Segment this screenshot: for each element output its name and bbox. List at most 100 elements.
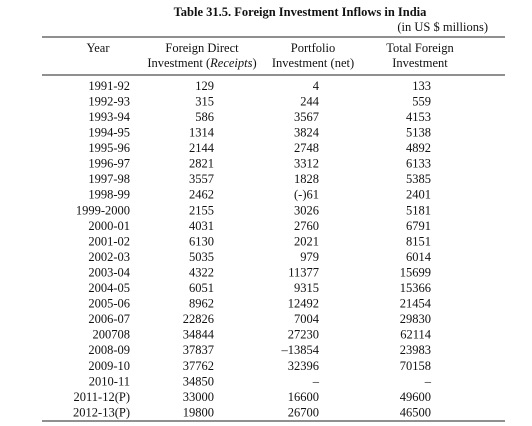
value-cell: 5385 [406, 172, 431, 186]
year-cell: 1999-2000 [76, 203, 130, 217]
column-header: Investment (net) [272, 56, 354, 70]
column-header: Total Foreign [386, 41, 454, 55]
header-part: Receipts [209, 56, 252, 70]
value-cell: 4031 [189, 219, 214, 233]
value-cell: 2760 [294, 219, 319, 233]
value-cell: 8151 [406, 234, 431, 248]
value-cell: 4322 [189, 265, 214, 279]
value-cell: 33000 [183, 390, 214, 404]
value-cell: 2144 [189, 141, 215, 155]
unit-note: (in US $ millions) [397, 20, 488, 34]
year-cell: 2002-03 [88, 250, 130, 264]
value-cell: 15366 [400, 281, 431, 295]
value-cell: 586 [195, 110, 214, 124]
value-cell: 6051 [189, 281, 214, 295]
value-cell: 3312 [294, 157, 319, 171]
value-cell: 49600 [400, 390, 431, 404]
value-cell: 7004 [294, 312, 320, 326]
year-cell: 1996-97 [88, 157, 130, 171]
value-cell: 315 [195, 94, 214, 108]
value-cell: 70158 [400, 359, 431, 373]
value-cell: 2821 [189, 157, 214, 171]
value-cell: 244 [300, 94, 320, 108]
year-cell: 2000-01 [88, 219, 130, 233]
value-cell: 32396 [288, 359, 319, 373]
value-cell: 3824 [294, 126, 320, 140]
header-part: Investment ( [147, 56, 210, 70]
value-cell: 8962 [189, 297, 214, 311]
value-cell: 133 [412, 79, 431, 93]
year-cell: 2006-07 [88, 312, 130, 326]
year-cell: 2009-10 [88, 359, 130, 373]
value-cell: 3557 [189, 172, 214, 186]
value-cell: 2401 [406, 188, 431, 202]
year-cell: 2010-11 [89, 374, 130, 388]
value-cell: 979 [300, 250, 319, 264]
value-cell: 2021 [294, 234, 319, 248]
column-header: Portfolio [291, 41, 335, 55]
value-cell: 2155 [189, 203, 214, 217]
value-cell: 15699 [400, 265, 431, 279]
year-cell: 1992-93 [88, 94, 130, 108]
value-cell: 46500 [400, 405, 431, 419]
value-cell: 6133 [406, 157, 431, 171]
year-cell: 2003-04 [88, 265, 130, 279]
value-cell: 27230 [288, 328, 319, 342]
value-cell: 26700 [288, 405, 319, 419]
value-cell: 129 [195, 79, 214, 93]
year-cell: 2005-06 [88, 297, 130, 311]
year-cell: 1998-99 [88, 188, 130, 202]
value-cell: 4153 [406, 110, 431, 124]
value-cell: 4 [313, 79, 320, 93]
year-cell: 2008-09 [88, 343, 130, 357]
value-cell: 22826 [183, 312, 214, 326]
year-cell: 1994-95 [88, 126, 130, 140]
value-cell: 4892 [406, 141, 431, 155]
value-cell: – [312, 374, 320, 388]
year-cell: 1993-94 [88, 110, 130, 124]
value-cell: 2462 [189, 188, 214, 202]
value-cell: 3567 [294, 110, 319, 124]
value-cell: 6791 [406, 219, 431, 233]
year-cell: 200708 [93, 328, 131, 342]
value-cell: 5181 [406, 203, 431, 217]
value-cell: 559 [412, 94, 431, 108]
year-cell: 2001-02 [88, 234, 130, 248]
value-cell: 19800 [183, 405, 214, 419]
value-cell: 9315 [294, 281, 319, 295]
table-title: Table 31.5. Foreign Investment Inflows i… [174, 5, 428, 19]
value-cell: 37837 [183, 343, 214, 357]
value-cell: –13854 [281, 343, 320, 357]
value-cell: 5138 [406, 126, 431, 140]
year-cell: 2011-12(P) [74, 390, 130, 404]
value-cell: – [424, 374, 432, 388]
year-cell: 1997-98 [88, 172, 130, 186]
value-cell: 5035 [189, 250, 214, 264]
value-cell: 3026 [294, 203, 319, 217]
year-cell: 2012-13(P) [73, 405, 130, 419]
value-cell: 11377 [288, 265, 319, 279]
column-header: Investment (Receipts) [147, 56, 256, 70]
value-cell: (-)61 [294, 188, 319, 202]
year-cell: 1991-92 [88, 79, 130, 93]
value-cell: 21454 [400, 297, 432, 311]
value-cell: 62114 [400, 328, 432, 342]
value-cell: 34850 [183, 374, 214, 388]
value-cell: 23983 [400, 343, 431, 357]
header-part: ) [253, 56, 257, 70]
value-cell: 6014 [406, 250, 432, 264]
value-cell: 37762 [183, 359, 214, 373]
value-cell: 6130 [189, 234, 214, 248]
column-header: Investment [392, 56, 448, 70]
value-cell: 1828 [294, 172, 319, 186]
year-cell: 1995-96 [88, 141, 130, 155]
value-cell: 34844 [183, 328, 215, 342]
year-cell: 2004-05 [88, 281, 130, 295]
value-cell: 1314 [189, 126, 215, 140]
column-header: Foreign Direct [165, 41, 239, 55]
value-cell: 2748 [294, 141, 319, 155]
value-cell: 29830 [400, 312, 431, 326]
value-cell: 16600 [288, 390, 319, 404]
